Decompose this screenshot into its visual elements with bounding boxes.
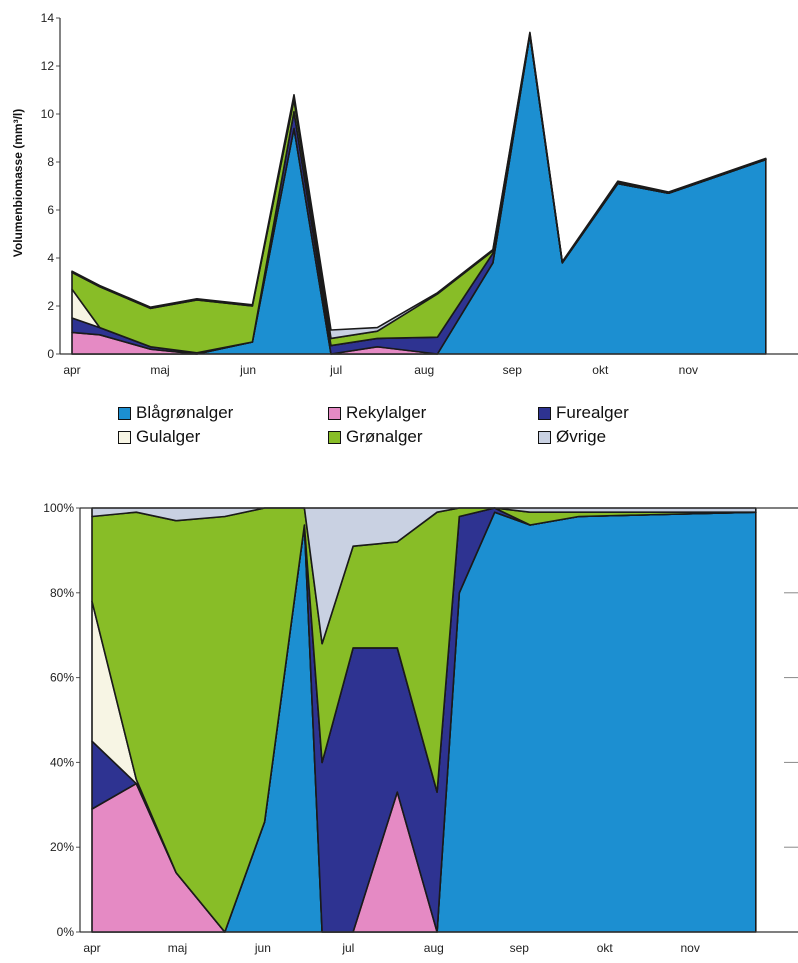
y-tick-label: 8 [47, 155, 54, 169]
x-tick-label: sep [510, 941, 530, 955]
legend-item-blagronalger: Blågrønalger [118, 402, 328, 424]
x-tick-label: jun [239, 363, 256, 377]
x-tick-label: nov [679, 363, 698, 377]
x-tick-label: apr [63, 363, 80, 377]
y-tick-label: 20% [50, 840, 74, 854]
legend-swatch-gulalger [118, 430, 131, 444]
x-tick-label: maj [168, 941, 187, 955]
y-tick-label: 6 [47, 203, 54, 217]
y-tick-label: 12 [41, 59, 55, 73]
x-tick-label: aug [424, 941, 444, 955]
x-tick-label: nov [681, 941, 700, 955]
legend-label: Blågrønalger [136, 403, 234, 422]
legend-label: Øvrige [556, 427, 607, 446]
x-tick-label: apr [83, 941, 100, 955]
y-tick-label: 40% [50, 755, 74, 769]
legend-label: Rekylalger [346, 403, 427, 422]
legend-swatch-blagronalger [118, 406, 131, 420]
x-tick-label: jul [341, 941, 354, 955]
y-tick-label: 14 [41, 11, 55, 25]
y-tick-label: 60% [50, 671, 74, 685]
legend-item-rekylalger: Rekylalger [328, 402, 538, 424]
legend-item-ovrige: Øvrige [538, 426, 678, 448]
x-tick-label: okt [597, 941, 614, 955]
legend-label: Furealger [556, 403, 629, 422]
y-tick-label: 80% [50, 586, 74, 600]
legend-swatch-ovrige [538, 430, 551, 444]
y-tick-label: 2 [47, 299, 54, 313]
legend: Blågrønalger Rekylalger Furealger Gulalg… [118, 402, 678, 448]
y-tick-label: 0% [57, 925, 75, 939]
legend-swatch-rekylalger [328, 406, 341, 420]
x-tick-label: maj [150, 363, 169, 377]
x-tick-label: jul [329, 363, 342, 377]
legend-item-furealger: Furealger [538, 402, 678, 424]
legend-item-gronalger: Grønalger [328, 426, 538, 448]
y-tick-label: 0 [47, 347, 54, 361]
x-tick-label: aug [414, 363, 434, 377]
legend-swatch-furealger [538, 406, 551, 420]
x-tick-label: sep [503, 363, 523, 377]
y-axis-label: Volumenbiomasse (mm³/l) [11, 109, 25, 257]
legend-label: Gulalger [136, 427, 201, 446]
legend-swatch-gronalger [328, 430, 341, 444]
legend-item-gulalger: Gulalger [118, 426, 328, 448]
y-tick-label: 100% [43, 501, 74, 515]
x-tick-label: jun [254, 941, 271, 955]
x-tick-label: okt [592, 363, 609, 377]
legend-label: Grønalger [346, 427, 423, 446]
y-tick-label: 10 [41, 107, 55, 121]
y-tick-label: 4 [47, 251, 54, 265]
series-area-vrige [71, 31, 767, 340]
